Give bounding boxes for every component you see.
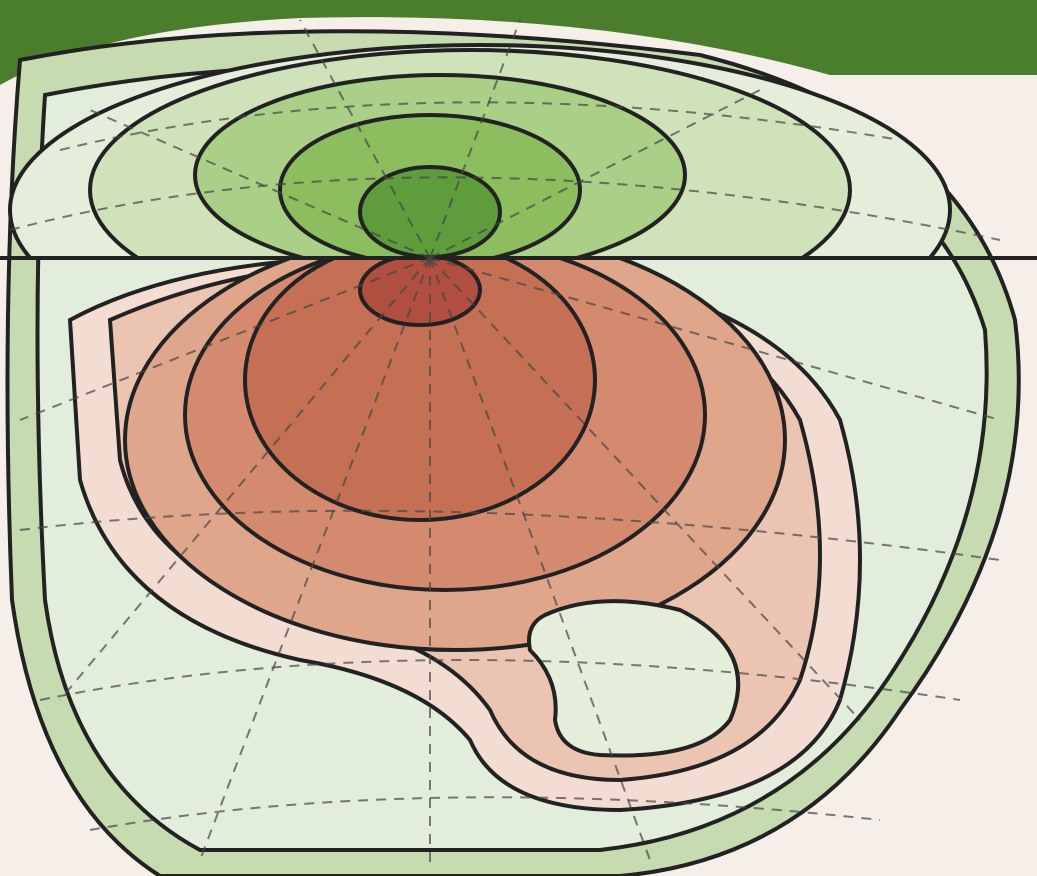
grid: [9, 19, 1001, 870]
grid-line: [429, 89, 761, 259]
top-band: [0, 0, 1037, 85]
grid-line: [299, 19, 431, 259]
grid-line: [59, 257, 431, 701]
grid-line: [89, 109, 431, 259]
grid-line: [9, 176, 1001, 241]
grid-line: [89, 796, 881, 831]
positive-lobe: [8, 43, 952, 258]
grid-line: [429, 257, 1001, 421]
grid-line: [19, 257, 431, 421]
grid-line: [429, 257, 861, 721]
grid-line: [19, 509, 1001, 561]
grid-line: [429, 19, 521, 259]
contour: [358, 165, 502, 258]
contour: [243, 258, 597, 522]
contour: [358, 258, 482, 327]
grid-line: [59, 101, 901, 151]
island: [527, 599, 741, 758]
